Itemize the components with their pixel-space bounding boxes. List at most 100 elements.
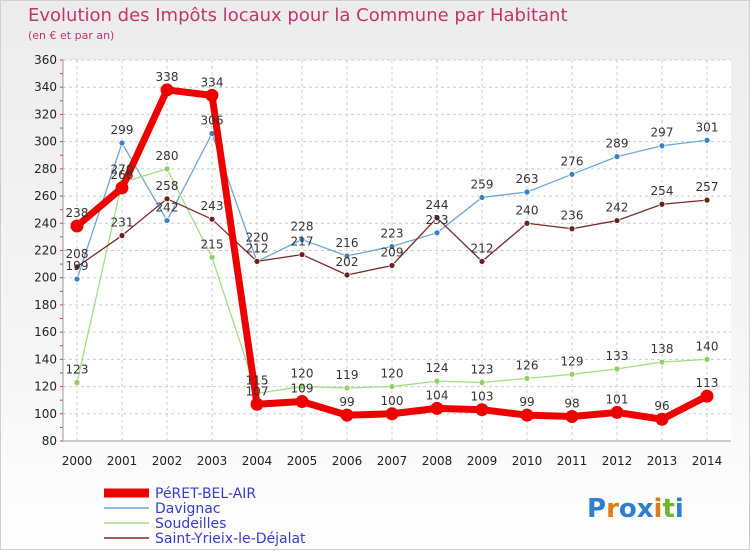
data-point — [568, 370, 576, 378]
data-point — [73, 379, 81, 386]
x-tick-label: 2004 — [242, 454, 273, 468]
data-point — [298, 236, 306, 244]
x-tick-label: 2008 — [422, 454, 453, 468]
x-tick-label: 2001 — [107, 454, 138, 468]
data-label: 123 — [66, 362, 89, 376]
data-point — [118, 139, 126, 147]
data-point — [115, 181, 129, 195]
data-label: 263 — [516, 172, 539, 186]
data-point — [388, 243, 396, 250]
data-point — [208, 253, 216, 261]
data-point — [73, 263, 81, 271]
x-tick-label: 2002 — [152, 454, 183, 468]
data-label: 257 — [696, 180, 719, 194]
data-point — [613, 365, 621, 373]
data-label: 217 — [291, 235, 314, 249]
proxiti-logo: Proxiti — [587, 494, 684, 524]
data-point — [298, 251, 306, 258]
data-point — [388, 262, 396, 269]
data-point — [340, 408, 354, 422]
y-tick-label: 300 — [34, 135, 57, 149]
data-label: 126 — [516, 358, 539, 372]
data-point — [520, 408, 534, 422]
data-point — [343, 252, 351, 260]
data-label: 223 — [381, 226, 404, 240]
data-label: 120 — [291, 367, 314, 381]
data-label: 254 — [651, 184, 674, 198]
y-tick-label: 200 — [34, 271, 57, 285]
data-label: 138 — [651, 342, 674, 356]
data-label: 98 — [564, 397, 579, 411]
data-point — [430, 401, 444, 415]
data-point — [433, 377, 441, 385]
data-point — [613, 217, 621, 224]
data-point — [163, 217, 171, 224]
data-label: 301 — [696, 120, 719, 134]
data-label: 242 — [606, 201, 629, 215]
data-point — [703, 355, 711, 363]
data-label: 101 — [606, 392, 629, 406]
data-point — [478, 257, 486, 265]
data-label: 216 — [336, 236, 359, 250]
data-label: 129 — [561, 354, 584, 368]
data-label: 119 — [336, 368, 359, 382]
y-tick-label: 320 — [34, 107, 57, 121]
data-point — [523, 188, 531, 196]
data-label: 215 — [201, 237, 224, 251]
data-point — [73, 275, 81, 283]
x-tick-label: 2006 — [332, 454, 363, 468]
x-tick-label: 2000 — [62, 454, 93, 468]
data-label: 233 — [426, 213, 449, 227]
x-tick-label: 2009 — [467, 454, 498, 468]
x-tick-label: 2010 — [512, 454, 543, 468]
data-label: 107 — [246, 384, 269, 398]
y-tick-label: 360 — [34, 53, 57, 67]
data-label: 299 — [111, 123, 134, 137]
y-tick-label: 100 — [34, 407, 57, 421]
data-point — [658, 200, 666, 208]
data-point — [568, 225, 576, 233]
data-label: 115 — [246, 373, 269, 387]
data-label: 212 — [471, 241, 494, 255]
data-label: 208 — [66, 247, 89, 261]
data-point — [70, 219, 84, 233]
x-tick-label: 2011 — [557, 454, 588, 468]
data-point — [298, 383, 306, 390]
data-point — [475, 403, 489, 417]
data-label: 104 — [426, 388, 449, 402]
y-tick-label: 180 — [34, 298, 57, 312]
data-point — [163, 195, 171, 203]
data-label: 100 — [381, 394, 404, 408]
data-point — [658, 142, 666, 150]
data-point — [565, 410, 579, 424]
y-tick-label: 160 — [34, 325, 57, 339]
data-label: 258 — [156, 179, 179, 193]
data-label: 99 — [339, 395, 354, 409]
legend-entry: Davignac — [155, 501, 221, 517]
data-label: 240 — [516, 203, 539, 217]
chart-title: Evolution des Impôts locaux pour la Comm… — [28, 5, 568, 26]
data-point — [388, 383, 396, 390]
data-point — [613, 153, 621, 161]
data-label: 123 — [471, 362, 494, 376]
data-point — [160, 83, 174, 97]
data-label: 270 — [111, 162, 134, 176]
data-label: 124 — [426, 361, 449, 375]
y-tick-label: 140 — [34, 352, 57, 366]
y-tick-label: 80 — [42, 434, 57, 448]
plot-area — [63, 60, 731, 441]
data-point — [343, 271, 351, 279]
data-point — [205, 88, 219, 102]
data-point — [433, 214, 441, 222]
data-label: 242 — [156, 201, 179, 215]
data-label: 243 — [201, 199, 224, 213]
data-point — [253, 257, 261, 265]
y-tick-label: 240 — [34, 216, 57, 230]
y-tick-label: 120 — [34, 380, 57, 394]
data-point — [433, 229, 441, 237]
x-tick-label: 2003 — [197, 454, 228, 468]
data-point — [163, 165, 171, 173]
y-tick-label: 280 — [34, 162, 57, 176]
